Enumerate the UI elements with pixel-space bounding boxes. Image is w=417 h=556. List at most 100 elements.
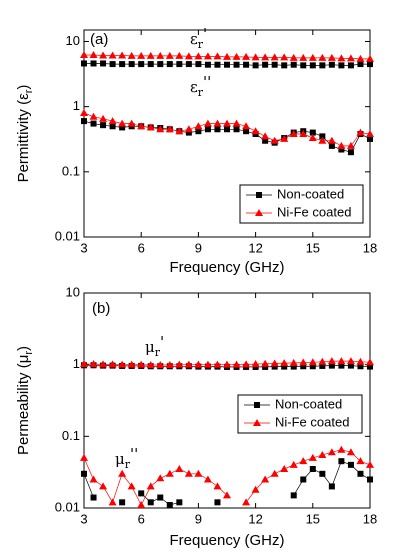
marker — [346, 357, 355, 365]
marker — [80, 360, 88, 368]
annotation: εr' — [190, 25, 207, 51]
annotation: μr'' — [115, 445, 138, 471]
y-axis-title: Permittivity (εr) — [15, 85, 35, 183]
marker — [366, 130, 374, 138]
annotation-sub: r — [125, 458, 131, 471]
marker — [367, 135, 373, 142]
marker — [203, 52, 212, 60]
marker — [290, 492, 297, 499]
marker — [338, 362, 345, 369]
marker — [224, 61, 230, 68]
x-tick-label: 3 — [80, 511, 87, 526]
marker — [203, 360, 212, 368]
marker — [213, 360, 222, 368]
marker — [299, 457, 308, 465]
marker — [328, 483, 335, 490]
marker — [175, 360, 184, 368]
marker — [165, 469, 174, 477]
legend-label: Ni-Fe coated — [275, 414, 349, 429]
marker — [223, 360, 231, 368]
marker — [261, 53, 270, 61]
marker — [146, 123, 155, 131]
marker — [100, 122, 107, 129]
marker — [99, 114, 108, 122]
x-axis-title: Frequency (GHz) — [169, 259, 284, 276]
annotation: εr'' — [190, 73, 211, 99]
annotation-sub: r — [198, 86, 204, 99]
marker — [308, 53, 317, 61]
marker — [289, 130, 298, 138]
x-axis-title: Frequency (GHz) — [169, 532, 284, 549]
marker — [309, 129, 316, 136]
marker — [166, 61, 173, 68]
marker — [318, 357, 327, 365]
marker — [233, 61, 240, 68]
marker — [195, 128, 202, 135]
marker — [357, 363, 364, 370]
marker — [346, 448, 355, 456]
x-tick-label: 12 — [248, 511, 262, 526]
legend-box — [237, 394, 363, 434]
x-tick-label: 18 — [363, 240, 377, 255]
marker — [175, 465, 184, 473]
marker — [252, 62, 259, 69]
marker — [184, 52, 193, 60]
x-tick-label: 15 — [306, 511, 320, 526]
marker — [138, 61, 145, 68]
marker — [366, 54, 374, 62]
marker — [184, 469, 193, 477]
marker — [156, 125, 165, 133]
legend-box — [239, 184, 364, 224]
marker — [367, 61, 373, 68]
legend-label: Ni-Fe coated — [277, 204, 351, 219]
marker — [214, 499, 221, 506]
marker — [108, 117, 117, 125]
y-axis-title-text: Permittivity (ε — [15, 93, 32, 183]
annotation-base: ε — [190, 30, 198, 48]
marker — [299, 130, 308, 138]
marker — [157, 61, 164, 68]
marker — [327, 53, 336, 61]
marker — [80, 108, 88, 116]
marker — [327, 357, 336, 365]
annotation-mark: ' — [203, 25, 207, 43]
marker — [118, 360, 127, 368]
x-tick-label: 3 — [80, 240, 87, 255]
marker — [137, 501, 146, 509]
marker — [109, 123, 116, 130]
marker — [251, 53, 260, 61]
marker — [108, 51, 117, 59]
marker — [165, 360, 174, 368]
marker — [327, 448, 336, 456]
marker — [242, 360, 251, 368]
legend-marker — [256, 192, 262, 198]
marker — [289, 358, 298, 366]
marker — [308, 453, 317, 461]
marker — [157, 494, 164, 501]
x-tick-label: 15 — [306, 240, 320, 255]
marker — [223, 52, 231, 60]
marker — [89, 360, 98, 368]
y-tick-label: 0.1 — [62, 163, 80, 178]
marker — [251, 485, 260, 493]
marker — [337, 445, 346, 453]
marker — [90, 494, 97, 501]
marker — [80, 453, 88, 461]
marker — [176, 499, 183, 506]
marker — [299, 53, 308, 61]
marker — [356, 54, 365, 62]
marker — [309, 363, 316, 370]
marker — [89, 112, 98, 120]
y-axis-title-text: Permeability (μ — [15, 355, 32, 455]
marker — [251, 127, 260, 135]
marker — [175, 51, 184, 59]
legend-marker — [255, 209, 263, 216]
marker — [243, 61, 250, 68]
marker — [127, 482, 136, 490]
marker — [119, 499, 126, 506]
marker — [262, 137, 269, 144]
marker — [165, 125, 174, 133]
marker — [81, 470, 87, 477]
marker — [232, 119, 241, 127]
marker — [89, 51, 98, 59]
